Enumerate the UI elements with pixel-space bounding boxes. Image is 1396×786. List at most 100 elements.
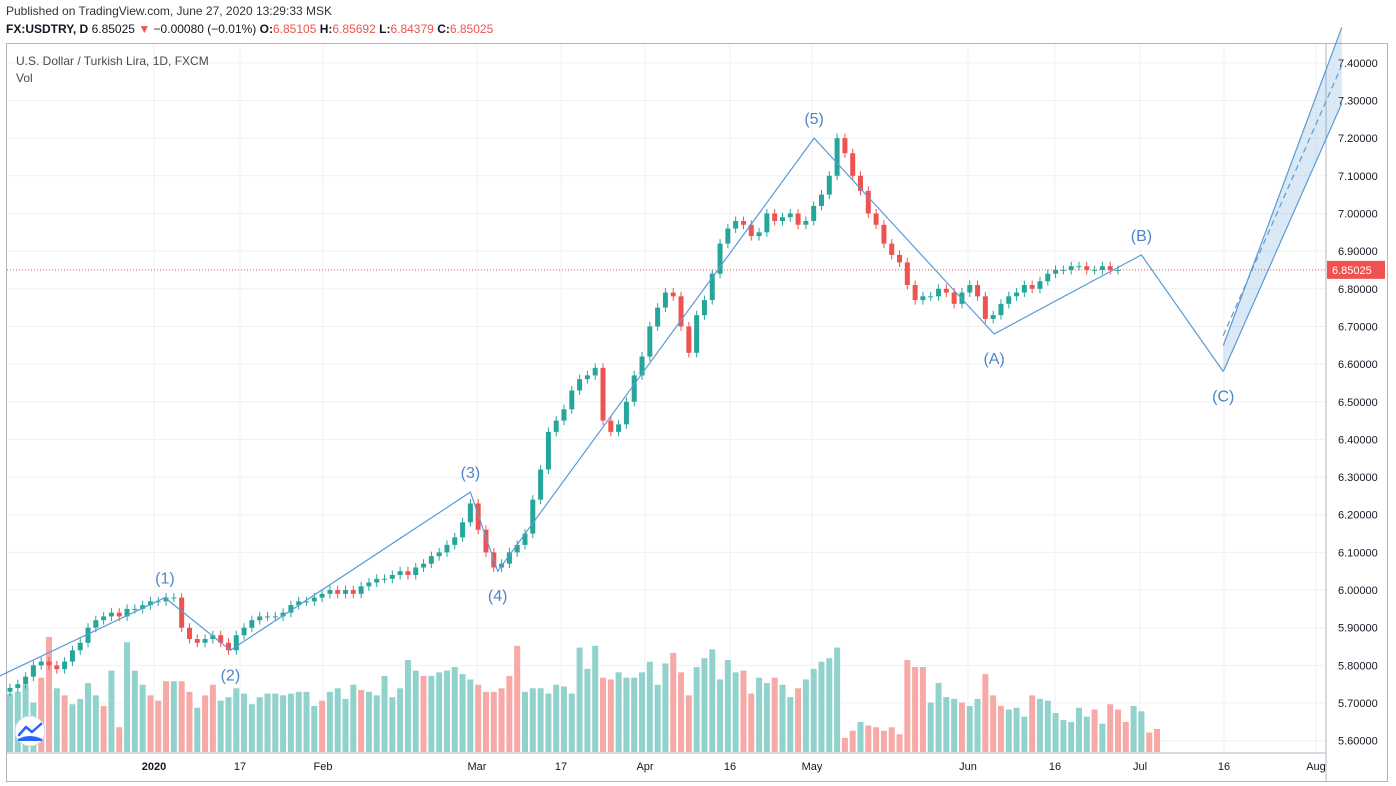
volume-bar [561,686,567,752]
volume-bar [358,690,365,752]
candle-body [54,665,60,670]
candle-body [405,571,411,575]
x-tick-label: Jun [959,761,977,773]
volume-bar [178,681,185,752]
volume-bar [1029,695,1036,752]
volume-bar [155,700,162,752]
volume-bar [818,661,825,752]
candle-body [46,661,52,666]
chart-frame[interactable] [6,43,1388,782]
volume-bar [1091,709,1098,752]
volume-bar [116,727,123,752]
volume-bar [771,677,778,752]
volume-bar [256,697,263,752]
volume-bar [646,661,653,752]
candle-body [358,586,364,594]
volume-bar [958,702,965,752]
wave-label: (2) [221,667,241,684]
candle-body [967,285,973,293]
volume-bar [209,684,216,752]
candle-body [951,292,957,304]
volume-bar [709,649,716,752]
volume-bar [389,697,396,752]
volume-bar [763,682,770,752]
last-price-tag-text: 6.85025 [1332,265,1372,277]
candle-body [1115,269,1121,271]
ohlc-header: FX:USDTRY, D 6.85025 ▼ −0.00080 (−0.01%)… [6,22,493,36]
candle-body [936,288,942,297]
candle-body [779,217,785,221]
volume-bar [1115,709,1121,752]
volume-bar [927,702,934,752]
volume-bar [537,688,544,752]
candle-body [30,665,36,677]
candle-body [421,563,427,568]
volume-bar [787,697,794,752]
volume-bar [974,698,981,752]
candle-body [483,529,489,553]
candle-body [686,326,692,353]
candle-body [413,567,419,575]
candle-body [897,254,903,263]
candle-body [296,601,302,606]
candle-body [858,175,864,191]
volume-bar [1036,698,1043,752]
volume-bar [280,695,287,752]
candle-body [756,232,762,237]
volume-bar [100,705,107,752]
candle-body [350,590,356,594]
candle-body [694,315,700,353]
candle-body [889,243,895,255]
candle-body [881,224,887,244]
candle-body [382,578,388,580]
volume-bar [693,667,700,752]
low-value: 6.84379 [390,22,434,36]
candle-body [639,356,645,376]
y-tick-label: 6.40000 [1338,434,1378,446]
y-tick-label: 5.90000 [1338,623,1378,635]
candle-body [701,300,707,316]
volume-bar [1021,716,1028,752]
candle-body [873,213,879,225]
wave-line [0,137,1224,677]
candle-body [1021,285,1027,293]
volume-bar [170,681,177,752]
y-tick-label: 6.90000 [1338,246,1378,258]
y-tick-label: 7.20000 [1338,133,1378,145]
candle-body [311,597,317,602]
volume-bar [202,695,209,752]
volume-bar [1052,713,1059,752]
candle-body [577,379,583,391]
volume-bar [802,679,809,752]
candle-body [920,296,926,301]
candle-body [343,590,349,594]
volume-bar [529,688,536,752]
candle-body [1006,296,1012,304]
volume-bar [841,737,848,752]
wave-label: (5) [804,111,824,128]
x-tick-label: 2020 [142,761,166,773]
volume-bar [521,691,528,752]
volume-bar [1146,732,1153,752]
volume-bar [810,668,817,752]
volume-bar [53,688,60,752]
volume-bar [225,697,232,752]
candle-body [506,552,512,564]
candle-body [241,627,247,636]
volume-bar [1154,728,1161,752]
candle-body [522,533,528,545]
wave-label: (C) [1212,389,1234,406]
candle-body [218,635,224,643]
candle-body [155,601,161,603]
volume-bar [475,684,482,752]
candle-body [1014,292,1020,297]
volume-bar [436,672,443,752]
volume-bar [1099,723,1106,752]
x-tick-label: 17 [234,761,246,773]
volume-bar [997,705,1004,752]
candle-body [717,243,723,274]
volume-bar [295,691,302,752]
volume-bar [607,679,614,752]
candle-body [304,601,310,603]
